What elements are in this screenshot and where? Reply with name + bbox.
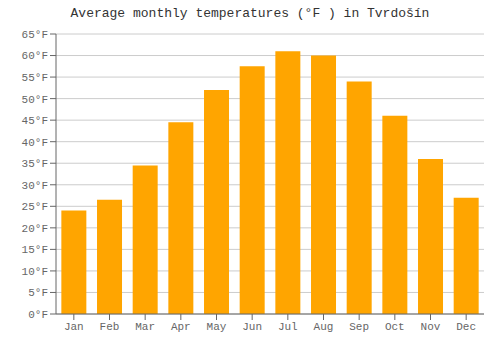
svg-text:Oct: Oct xyxy=(385,321,405,333)
svg-text:55°F: 55°F xyxy=(22,72,48,84)
svg-text:30°F: 30°F xyxy=(22,180,48,192)
svg-text:20°F: 20°F xyxy=(22,223,48,235)
svg-text:0°F: 0°F xyxy=(28,309,48,321)
svg-text:50°F: 50°F xyxy=(22,94,48,106)
svg-text:Mar: Mar xyxy=(135,321,155,333)
svg-text:Nov: Nov xyxy=(421,321,441,333)
svg-text:Apr: Apr xyxy=(171,321,191,333)
svg-text:25°F: 25°F xyxy=(22,201,48,213)
svg-text:Dec: Dec xyxy=(456,321,476,333)
svg-text:60°F: 60°F xyxy=(22,50,48,62)
svg-text:Feb: Feb xyxy=(100,321,120,333)
svg-text:5°F: 5°F xyxy=(28,287,48,299)
html-text:Average monthly temperatures (: Average monthly temperatures (°F ) in Tv… xyxy=(70,6,430,21)
svg-text:Jul: Jul xyxy=(278,321,298,333)
svg-text:40°F: 40°F xyxy=(22,137,48,149)
svg-text:45°F: 45°F xyxy=(22,115,48,127)
svg-text:Jan: Jan xyxy=(64,321,84,333)
svg-text:10°F: 10°F xyxy=(22,266,48,278)
svg-text:65°F: 65°F xyxy=(22,29,48,41)
svg-text:Jun: Jun xyxy=(242,321,262,333)
svg-text:Aug: Aug xyxy=(314,321,334,333)
svg-text:May: May xyxy=(207,321,227,333)
svg-text:35°F: 35°F xyxy=(22,158,48,170)
svg-text:Sep: Sep xyxy=(349,321,369,333)
svg-text:15°F: 15°F xyxy=(22,244,48,256)
